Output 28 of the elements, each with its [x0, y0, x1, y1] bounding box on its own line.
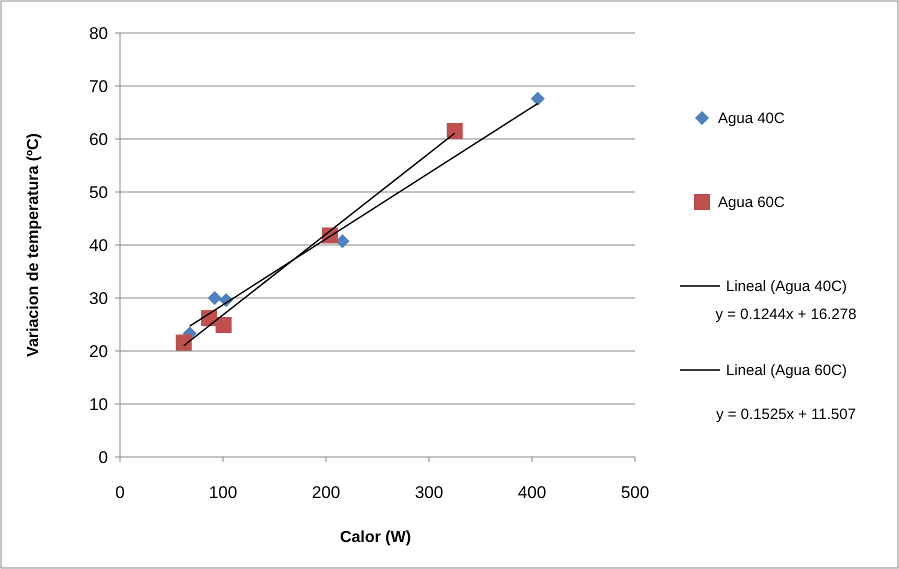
legend-label: Lineal (Agua 60C): [726, 362, 847, 379]
y-tick-label: 60: [89, 130, 108, 149]
x-axis-title: Calor (W): [340, 529, 412, 546]
point: [176, 334, 192, 351]
x-tick-label: 300: [414, 483, 444, 502]
legend-label: Agua 40C: [718, 110, 785, 127]
x-tick-label: 100: [208, 483, 238, 502]
point: [208, 291, 222, 305]
y-tick-label: 80: [89, 24, 108, 43]
text: y = 0.1525x + 11.507: [716, 406, 856, 423]
y-tick-label: 10: [89, 395, 108, 414]
y-tick-label: 70: [89, 77, 108, 96]
legend-label: Lineal (Agua 40C): [726, 278, 847, 295]
y-tick-label: 0: [98, 448, 108, 467]
text: y = 0.1244x + 16.278: [716, 306, 856, 323]
point: [216, 317, 232, 334]
legend-label: Agua 60C: [718, 194, 785, 211]
x-tick-label: 400: [518, 483, 546, 502]
y-tick-label: 20: [89, 342, 108, 361]
point: [530, 92, 545, 106]
x-tick-label: 500: [620, 483, 650, 502]
x-tick-label: 200: [312, 483, 340, 502]
y-tick-label: 50: [89, 183, 108, 202]
y-tick-label: 30: [89, 289, 108, 308]
y-axis-title: Variacion de temperatura (ºC): [25, 133, 42, 357]
y-tick-label: 40: [89, 236, 108, 255]
x-tick-label: 0: [115, 483, 125, 502]
point: [446, 123, 463, 140]
